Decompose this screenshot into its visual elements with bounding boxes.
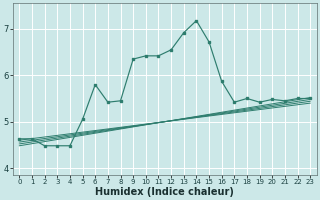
X-axis label: Humidex (Indice chaleur): Humidex (Indice chaleur) xyxy=(95,187,234,197)
